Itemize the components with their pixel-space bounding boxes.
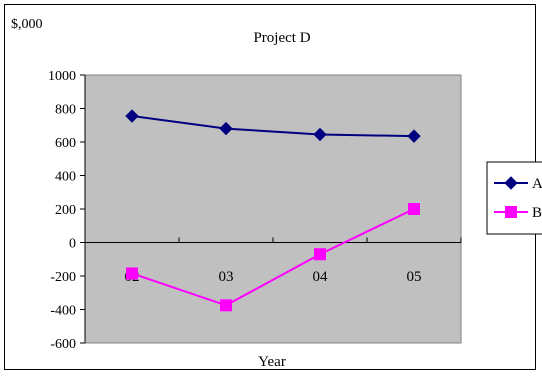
y-tick-label: 1000	[48, 69, 76, 84]
data-point-B	[314, 248, 326, 261]
data-point-B	[220, 299, 232, 312]
data-point-B	[126, 267, 138, 280]
x-tick-label: 04	[313, 269, 329, 285]
y-tick-label: 200	[55, 203, 76, 218]
y-tick-label: 0	[69, 237, 76, 252]
data-point-A	[125, 109, 139, 123]
data-point-B	[408, 203, 420, 215]
legend-box	[486, 161, 542, 235]
y-tick-label: -200	[50, 270, 76, 285]
legend-marker-A	[504, 176, 518, 190]
legend-label: A	[532, 176, 542, 192]
x-tick-label: 03	[219, 269, 234, 285]
y-tick-label: 400	[55, 170, 76, 185]
chart-title: Project D	[253, 30, 310, 46]
y-tick-label: -600	[50, 337, 76, 352]
y-tick-label: -400	[50, 304, 76, 319]
plot-background	[84, 74, 462, 344]
legend: AB	[486, 161, 542, 235]
data-point-A	[219, 121, 233, 136]
y-tick-label: 600	[55, 136, 76, 151]
data-point-A	[313, 127, 327, 142]
x-axis-label: Year	[258, 354, 286, 370]
series-line-B	[131, 208, 415, 307]
x-tick-label: 05	[407, 269, 422, 285]
series-line-A	[131, 115, 415, 138]
legend-label: B	[532, 205, 542, 221]
y-axis-unit-label: $,000	[11, 17, 43, 32]
legend-marker-B	[505, 206, 517, 218]
data-point-A	[407, 129, 421, 143]
y-tick-label: 800	[55, 103, 76, 118]
